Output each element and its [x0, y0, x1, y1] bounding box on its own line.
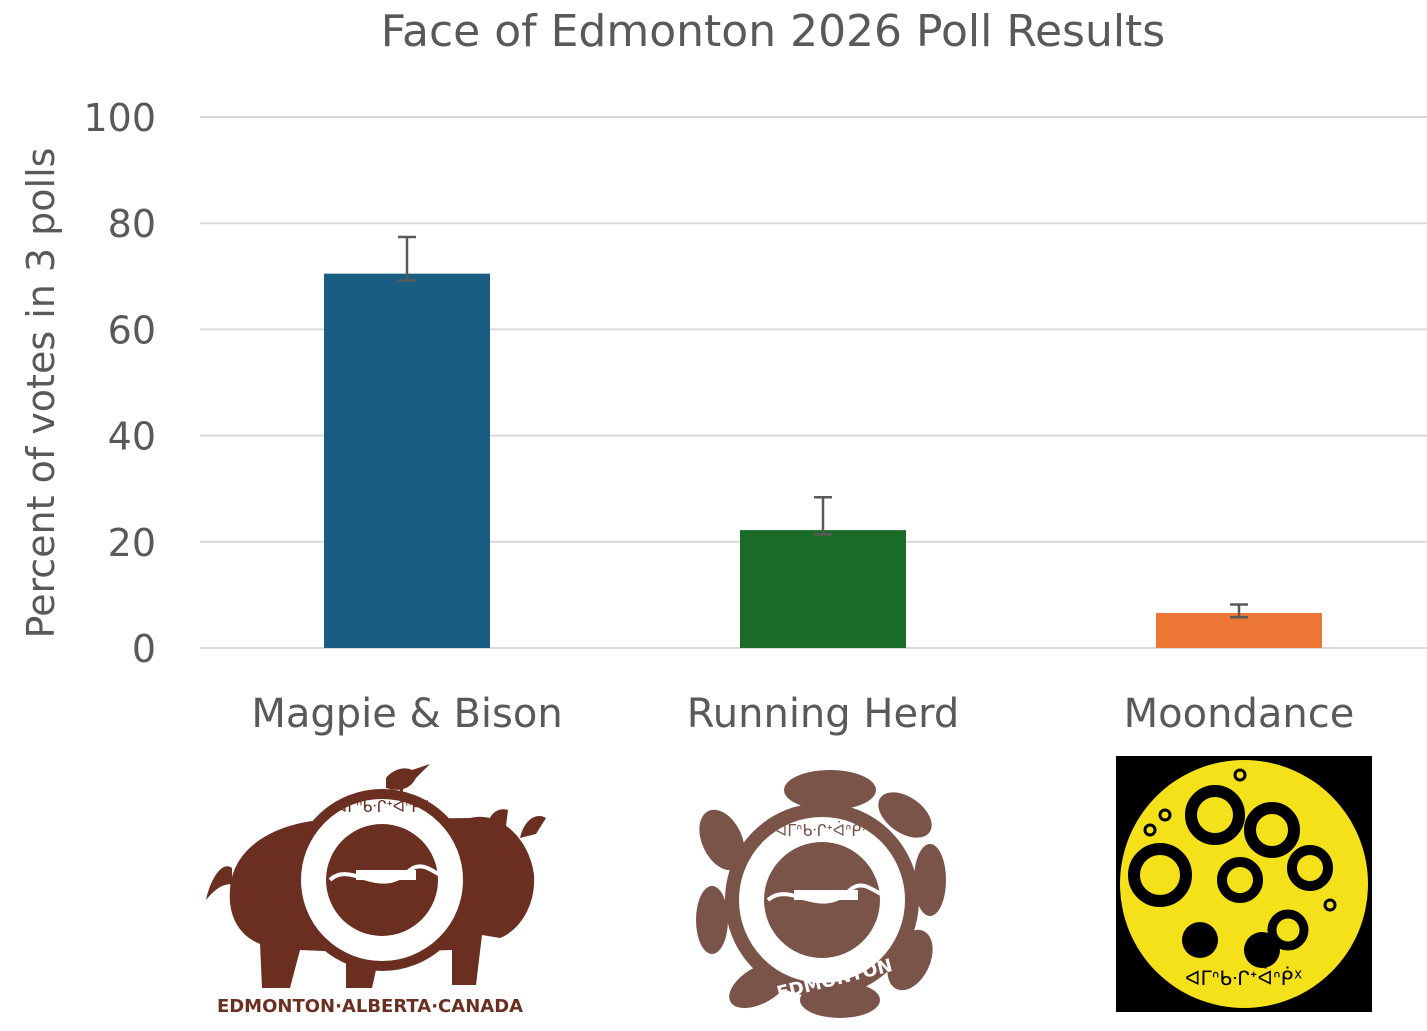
error-bar-2 [1230, 603, 1248, 619]
error-bar-0 [398, 235, 416, 282]
y-tick-label: 100 [83, 96, 156, 140]
bar-2 [1156, 612, 1322, 648]
y-tick-label: 0 [132, 627, 156, 671]
running-herd-syllabics: ᐊᒥᐢᑲᐧᒋᕀᐋᐢᑮᕽ [775, 821, 869, 840]
x-tick-label: Running Herd [687, 691, 959, 737]
x-tick-label: Magpie & Bison [251, 691, 562, 737]
moondance-logo: ᐊᒥᐢᑲᐧᒋᕀᐋᐢᑮᕽ [1116, 756, 1372, 1012]
running-herd-logo: ᐊᒥᐢᑲᐧᒋᕀᐋᐢᑮᕽ EDMONTON [696, 770, 946, 1018]
x-tick-labels: Magpie & Bison Running Herd Moondance [251, 691, 1354, 737]
bars [324, 273, 1322, 648]
e-river-emblem-icon [291, 789, 473, 971]
magpie-bison-caption: EDMONTON·ALBERTA·CANADA [217, 996, 523, 1017]
y-tick-label: 80 [108, 202, 156, 246]
y-axis-label: Percent of votes in 3 polls [19, 148, 63, 639]
magpie-bison-logo: ᐊᒥᐢᑲᐧᒋᕀᐋᐢᑮᕽ EDMONTON·ALBERTA·CANADA [206, 764, 546, 1017]
x-tick-label: Moondance [1124, 691, 1355, 737]
magpie-bison-syllabics: ᐊᒥᐢᑲᐧᒋᕀᐋᐢᑮᕽ [335, 797, 429, 816]
running-herd-e-emblem-icon [725, 803, 919, 997]
bar-0 [324, 273, 490, 648]
error-bar-1 [814, 495, 832, 536]
moondance-syllabics: ᐊᒥᐢᑲᐧᒋᕀᐋᐢᑮᕽ [1185, 966, 1303, 990]
chart-title: Face of Edmonton 2026 Poll Results [381, 6, 1165, 57]
bar-1 [740, 530, 906, 648]
moondance-circle-icon [1120, 760, 1368, 1008]
y-tick-label: 40 [108, 415, 156, 459]
error-bars [398, 235, 1248, 619]
y-tick-labels: 0 20 40 60 80 100 [83, 96, 156, 671]
y-tick-label: 60 [108, 308, 156, 352]
y-tick-label: 20 [108, 521, 156, 565]
